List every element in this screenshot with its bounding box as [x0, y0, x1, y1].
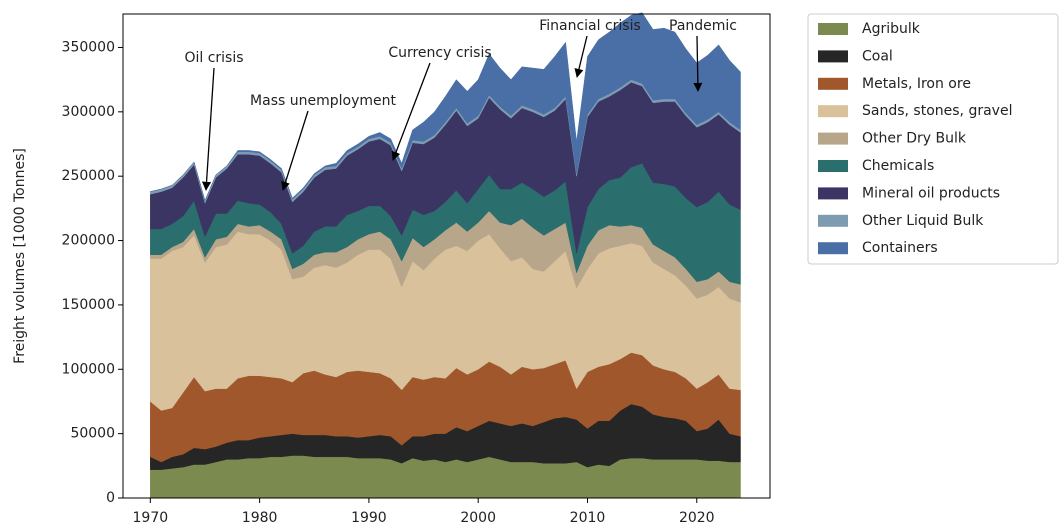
y-axis-label: Freight volumes [1000 Tonnes] — [12, 148, 28, 364]
annotation: Financial crisis — [539, 18, 641, 34]
annotation: Mass unemployment — [250, 93, 396, 109]
x-tick-label: 2000 — [460, 510, 496, 526]
annotation: Oil crisis — [184, 50, 243, 66]
legend-swatch — [818, 23, 848, 35]
legend-label: Containers — [862, 240, 938, 256]
legend-swatch — [818, 214, 848, 227]
x-tick-label: 1990 — [351, 510, 387, 526]
annotation-arrow — [574, 35, 588, 78]
y-tick-label: 0 — [106, 490, 115, 506]
legend-label: Agribulk — [862, 21, 921, 37]
x-tick-label: 1980 — [242, 510, 278, 526]
legend-label: Chemicals — [862, 158, 934, 174]
area — [150, 12, 741, 202]
legend-swatch — [818, 50, 848, 63]
y-tick-label: 300000 — [62, 104, 115, 120]
legend-label: Coal — [862, 48, 893, 64]
legend-swatch — [818, 77, 848, 90]
legend-frame — [807, 13, 1059, 265]
y-tick-label: 350000 — [62, 39, 115, 55]
plot-frame — [122, 13, 771, 499]
legend-label: Metals, Iron ore — [862, 76, 971, 92]
x-tick-label: 2010 — [570, 510, 606, 526]
y-tick-label: 200000 — [62, 233, 115, 249]
legend-label: Other Liquid Bulk — [862, 213, 984, 229]
x-tick-label: 2020 — [679, 510, 715, 526]
legend-label: Other Dry Bulk — [862, 131, 967, 147]
legend-label: Sands, stones, gravel — [862, 103, 1012, 119]
annotation-arrow — [201, 67, 215, 191]
legend-swatch — [818, 105, 848, 118]
y-tick-label: 100000 — [62, 361, 115, 377]
legend-label: Mineral oil products — [862, 185, 1000, 201]
y-tick-label: 150000 — [62, 297, 115, 313]
legend-swatch — [818, 187, 848, 200]
y-tick-label: 250000 — [62, 168, 115, 184]
annotation: Pandemic — [669, 18, 737, 34]
annotation: Currency crisis — [388, 45, 491, 61]
annotation-arrow — [281, 110, 309, 191]
x-tick-label: 1970 — [133, 510, 169, 526]
legend-swatch — [818, 242, 848, 255]
legend-swatch — [818, 160, 848, 172]
annotation-arrow — [693, 35, 703, 92]
y-tick-label: 50000 — [70, 426, 115, 442]
annotation-arrow — [391, 62, 431, 161]
legend-swatch — [818, 132, 848, 145]
